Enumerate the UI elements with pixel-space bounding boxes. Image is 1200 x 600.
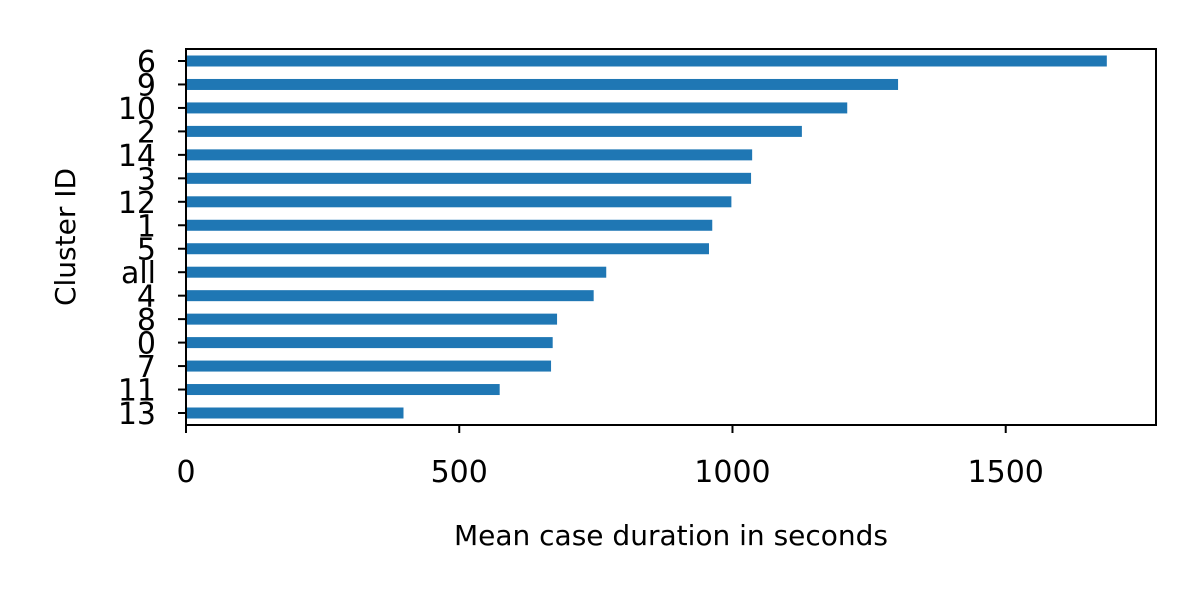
y-tick-label: 1 [137,209,156,244]
bar-8 [186,313,558,325]
x-tick-label: 0 [176,455,195,490]
bar-0 [186,337,553,349]
bar-4 [186,290,594,302]
y-tick-label: 13 [118,397,156,432]
x-tick-label: 1500 [968,455,1044,490]
y-tick-label: 5 [137,233,156,268]
y-tick-label: 10 [118,92,156,127]
x-tick-label: 500 [431,455,488,490]
bar-2 [186,125,802,137]
bar-13 [186,407,404,419]
y-tick-label: 9 [137,68,156,103]
plot-frame [185,48,1157,426]
bar-9 [186,78,899,90]
x-axis-title: Mean case duration in seconds [454,519,888,552]
x-tick-label: 1000 [694,455,770,490]
bar-7 [186,360,552,372]
y-tick-label: 3 [137,162,156,197]
y-tick-label: 12 [118,186,156,221]
bar-all [186,266,607,278]
y-tick-label: 7 [137,350,156,385]
y-tick-label: all [121,256,156,291]
bar-1 [186,219,713,231]
bar-3 [186,172,752,184]
y-tick-label: 2 [137,115,156,150]
bar-6 [186,55,1107,67]
bar-10 [186,102,848,114]
y-tick-label: 14 [118,139,156,174]
bar-12 [186,196,732,208]
y-tick-label: 8 [137,303,156,338]
bar-14 [186,149,753,161]
y-tick-label: 0 [137,327,156,362]
y-tick-label: 11 [118,374,156,409]
y-axis-title: Cluster ID [49,168,82,306]
y-tick-label: 6 [137,45,156,80]
bar-5 [186,243,709,255]
x-axis-ticks: 0 500 1000 1500 [176,425,1044,490]
y-tick-label: 4 [137,280,156,315]
bar-11 [186,384,500,396]
bars-group [186,55,1107,419]
